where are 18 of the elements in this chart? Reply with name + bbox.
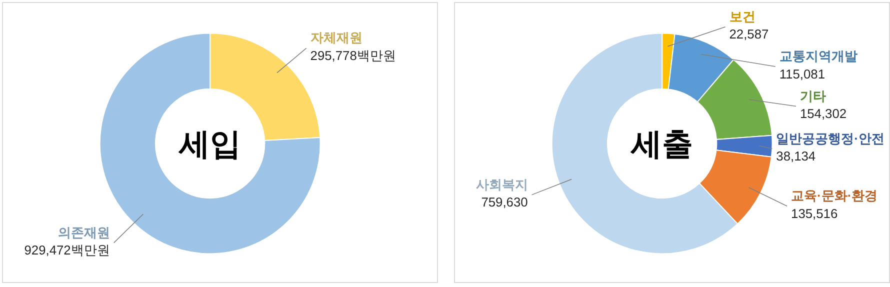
data-label: 929,472백만원 [24, 242, 110, 258]
slice-label: 자체재원 [310, 30, 362, 46]
slice-label: 보건 [729, 8, 756, 24]
slice-label: 일반공공행정·안전 [776, 130, 884, 146]
data-label: 38,134 [776, 148, 816, 164]
data-label: 759,630 [481, 194, 528, 210]
data-label: 135,516 [791, 206, 838, 222]
text: 세출 [630, 126, 694, 162]
data-label: 22,587 [729, 26, 769, 42]
text: 세입 [178, 126, 242, 162]
data-label: 115,081 [779, 66, 825, 82]
data-label: 295,778백만원 [310, 48, 396, 64]
slice-label: 사회복지 [476, 176, 528, 192]
slice-label: 교통지역개발 [779, 48, 858, 64]
slice-label: 기타 [800, 88, 826, 104]
data-label: 154,302 [800, 106, 847, 122]
slice-label: 교육·문화·환경 [791, 188, 878, 204]
slice-label: 의존재원 [58, 224, 110, 240]
